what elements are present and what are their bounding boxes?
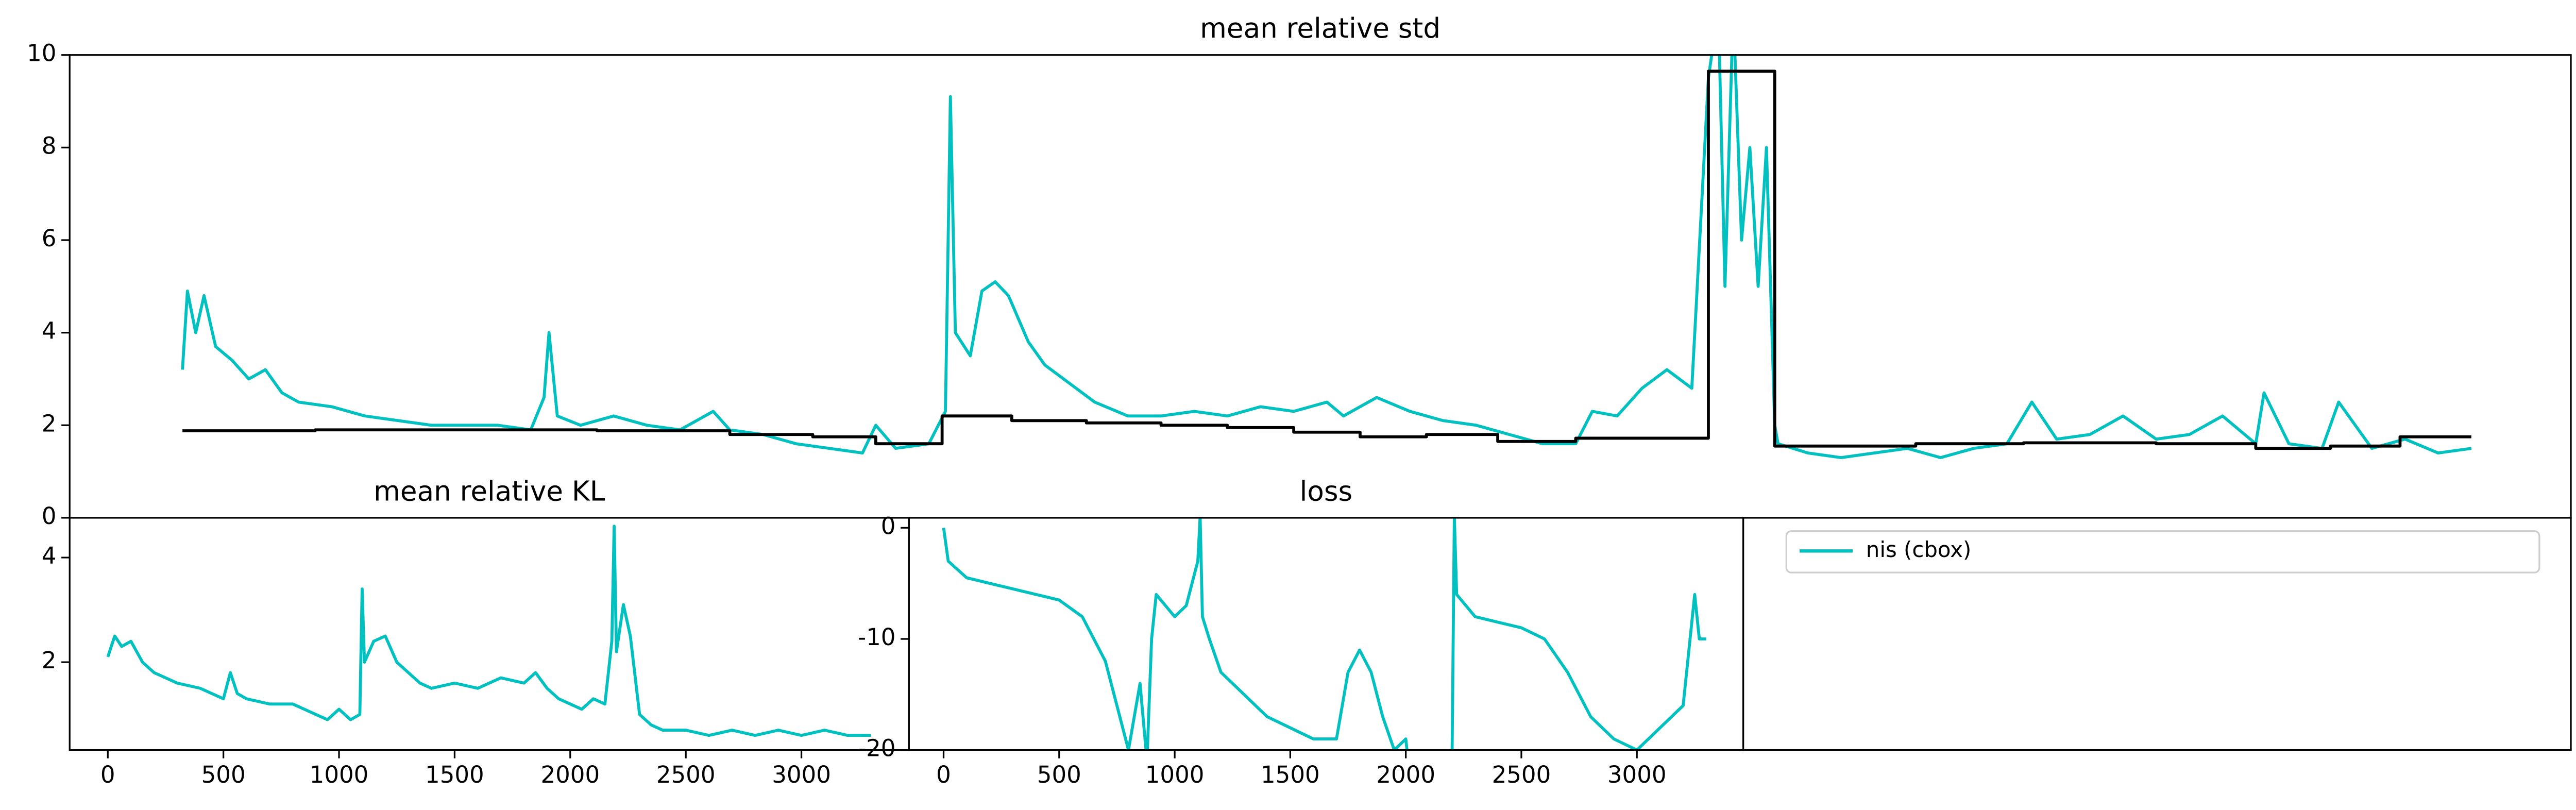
x-tick-label: 1000	[1145, 761, 1205, 788]
x-tick-label: 0	[936, 761, 951, 788]
x-tick-label: 3000	[1607, 761, 1667, 788]
series-line	[942, 517, 1706, 750]
y-tick-label: 4	[42, 317, 57, 345]
y-tick-label: 6	[42, 225, 57, 252]
x-tick-label: 1500	[1261, 761, 1320, 788]
y-tick-label: 4	[42, 542, 57, 569]
y-tick-label: 8	[42, 132, 57, 159]
axes-frame	[69, 517, 910, 751]
x-tick-label: 500	[201, 761, 246, 788]
y-tick-label: 0	[881, 512, 896, 539]
series-line	[182, 70, 2471, 450]
y-tick-label: 10	[27, 40, 56, 67]
y-tick-label: 2	[42, 647, 57, 674]
x-tick-label: 0	[100, 761, 115, 788]
x-tick-label: 500	[1037, 761, 1081, 788]
legend-box	[1785, 530, 2540, 573]
x-tick-label: 2500	[1492, 761, 1551, 788]
panel-title: mean relative KL	[374, 475, 605, 507]
series-line	[181, 55, 2472, 460]
y-tick-label: -20	[858, 735, 896, 762]
x-tick-label: 2500	[656, 761, 716, 788]
x-tick-label: 2000	[1376, 761, 1435, 788]
series-line	[106, 525, 871, 737]
panel-title: mean relative std	[1200, 12, 1440, 44]
x-tick-label: 1500	[425, 761, 484, 788]
y-tick-label: -10	[858, 623, 896, 651]
x-tick-label: 2000	[540, 761, 600, 788]
axes-frame	[69, 54, 2572, 519]
x-tick-label: 1000	[310, 761, 369, 788]
y-tick-label: 2	[42, 410, 57, 437]
panel-title: loss	[1300, 475, 1353, 507]
y-tick-label: 0	[42, 502, 57, 530]
axes-frame	[1742, 517, 2572, 751]
x-tick-label: 3000	[772, 761, 831, 788]
axes-frame	[908, 517, 1744, 751]
legend-label: nis (cbox)	[1866, 537, 1972, 562]
